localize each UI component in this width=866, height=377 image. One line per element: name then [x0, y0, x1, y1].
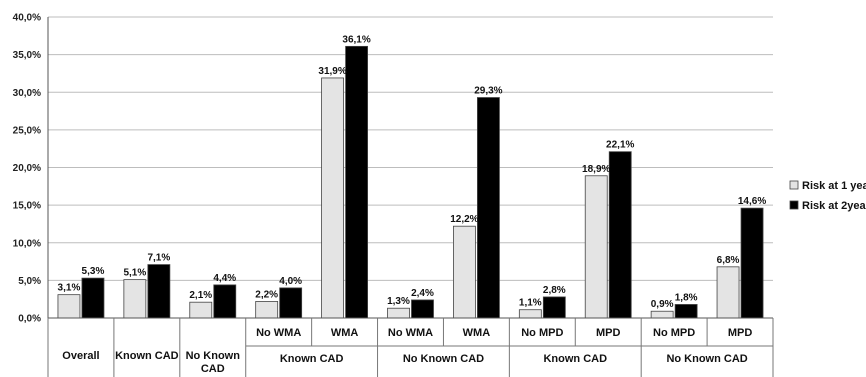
category-label: WMA — [463, 327, 491, 339]
data-label: 2,8% — [543, 285, 566, 296]
y-axis-ticks: 0,0% 5,0% 10,0% 15,0% 20,0% 25,0% 30,0% 35,0% 40… — [13, 13, 41, 325]
legend: Risk at 1 year Risk at 2years — [789, 180, 866, 212]
bar-risk-2-years — [213, 284, 237, 319]
group-label: Known CAD — [543, 353, 607, 365]
bar-risk-1-year — [321, 77, 344, 319]
y-tick-label: 10,0% — [13, 238, 41, 249]
bar-risk-2-years — [740, 207, 764, 319]
data-label: 7,1% — [147, 253, 170, 264]
data-label: 1,3% — [387, 296, 410, 307]
category-label: Known CAD — [115, 350, 179, 362]
category-label: MPD — [596, 327, 621, 339]
data-label: 5,1% — [123, 268, 146, 279]
group-label: Known CAD — [280, 353, 344, 365]
category-label: No MPD — [521, 327, 563, 339]
bar-risk-1-year — [650, 310, 674, 319]
bars — [57, 45, 764, 319]
data-label: 4,4% — [213, 273, 236, 284]
y-tick-label: 0,0% — [18, 314, 41, 325]
y-tick-label: 15,0% — [13, 201, 41, 212]
y-tick-label: 5,0% — [18, 276, 41, 287]
data-label: 3,1% — [58, 283, 81, 294]
y-tick-label: 40,0% — [13, 13, 41, 24]
data-label: 31,9% — [318, 66, 346, 77]
y-tick-label: 25,0% — [13, 125, 41, 136]
legend-swatch — [789, 180, 799, 190]
bar-risk-2-years — [81, 277, 105, 319]
category-label: Overall — [62, 350, 99, 362]
bar-risk-1-year — [57, 294, 81, 319]
data-label: 29,3% — [474, 86, 502, 97]
data-label: 2,2% — [255, 289, 278, 300]
data-labels: 3,1%5,3% 5,1%7,1% 2,1%4,4% 2,2%4,0% 31,9% 36,… — [58, 34, 767, 310]
data-label: 18,9% — [582, 164, 610, 175]
y-tick-label: 20,0% — [13, 163, 41, 174]
data-label: 5,3% — [82, 266, 105, 277]
legend-label: Risk at 2years — [802, 200, 866, 212]
data-label: 4,0% — [279, 276, 302, 287]
bar-risk-2-years — [411, 299, 434, 319]
bar-risk-2-years — [147, 264, 171, 319]
category-label: WMA — [331, 327, 359, 339]
data-label: 36,1% — [342, 34, 370, 45]
bar-risk-2-years — [279, 287, 303, 319]
bar-risk-2-years — [345, 45, 368, 319]
legend-swatch — [789, 200, 799, 210]
category-label-cont: CAD — [201, 363, 225, 375]
bar-risk-1-year — [584, 175, 608, 319]
group-label: No Known CAD — [403, 353, 484, 365]
bar-risk-2-years — [477, 97, 500, 319]
category-label: No WMA — [256, 327, 301, 339]
data-label: 2,1% — [189, 290, 212, 301]
y-tick-label: 35,0% — [13, 50, 41, 61]
bar-risk-1-year — [453, 225, 476, 319]
data-label: 12,2% — [450, 214, 478, 225]
legend-label: Risk at 1 year — [802, 180, 866, 192]
category-label: MPD — [728, 327, 753, 339]
category-label: No WMA — [388, 327, 433, 339]
data-label: 6,8% — [717, 255, 740, 266]
data-label: 1,8% — [675, 292, 698, 303]
bar-risk-1-year — [123, 279, 147, 319]
bar-risk-1-year — [255, 301, 279, 319]
data-label: 0,9% — [651, 299, 674, 310]
bar-risk-1-year — [189, 301, 213, 319]
bar-risk-2-years — [542, 296, 566, 319]
group-label: No Known CAD — [666, 353, 747, 365]
y-tick-label: 30,0% — [13, 88, 41, 99]
data-label: 14,6% — [738, 196, 766, 207]
bar-risk-1-year — [716, 266, 740, 319]
bar-risk-2-years — [608, 151, 632, 319]
category-label: No Known — [186, 350, 241, 362]
data-label: 2,4% — [411, 288, 434, 299]
bar-risk-1-year — [518, 309, 542, 319]
data-label: 22,1% — [606, 140, 634, 151]
category-label: No MPD — [653, 327, 695, 339]
data-label: 1,1% — [519, 298, 542, 309]
bar-risk-1-year — [387, 307, 410, 319]
bar-risk-2-years — [674, 304, 698, 319]
